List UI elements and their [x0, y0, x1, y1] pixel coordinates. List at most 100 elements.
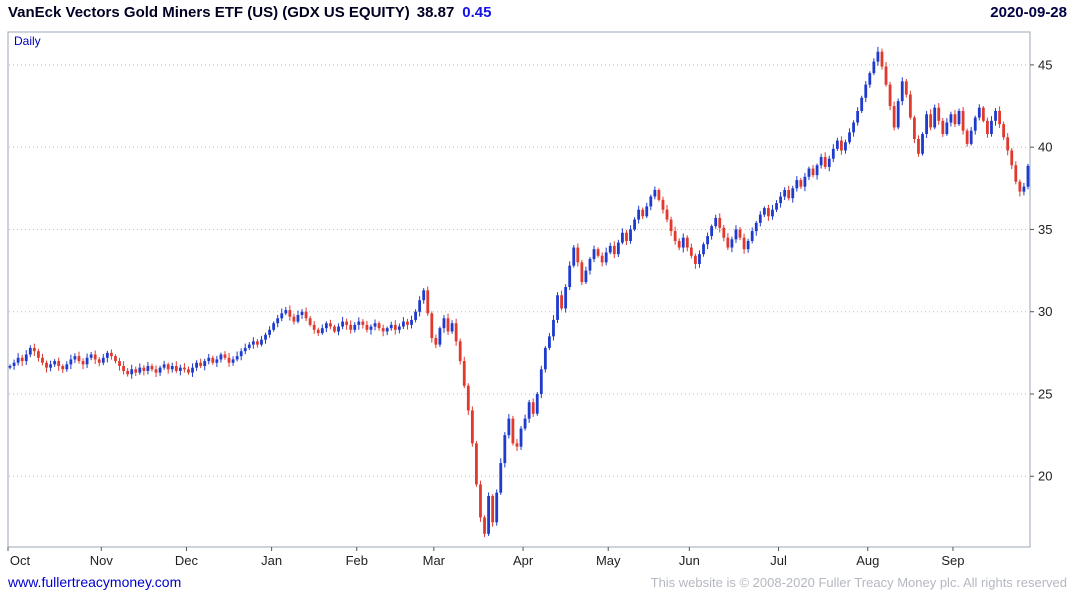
candle-body	[807, 168, 811, 177]
candle-body	[556, 295, 559, 320]
candle-body	[633, 219, 636, 230]
candle-body	[183, 367, 186, 370]
candle-body	[333, 326, 336, 332]
candle-body	[369, 326, 373, 330]
candle-body	[101, 357, 105, 363]
candle-body	[85, 357, 89, 365]
candle-body	[247, 344, 251, 348]
candle-body	[97, 359, 101, 363]
candle-body	[199, 362, 203, 367]
candle-body	[422, 290, 426, 301]
candle-body	[166, 364, 170, 370]
x-month-label: Aug	[856, 553, 879, 568]
candle-body	[239, 351, 243, 357]
candle-body	[122, 366, 125, 371]
candle-body	[69, 359, 73, 365]
candle-body	[600, 255, 604, 263]
candle-body	[872, 61, 876, 74]
candle-body	[223, 354, 227, 358]
candle-body	[852, 122, 855, 133]
candle-body	[848, 132, 851, 143]
candle-body	[961, 110, 965, 131]
candle-body	[272, 323, 276, 330]
candle-body	[576, 247, 580, 263]
candle-body	[742, 237, 746, 250]
candle-body	[487, 495, 490, 534]
candle-body	[353, 324, 357, 330]
candle-body	[24, 354, 28, 362]
candle-body	[349, 324, 353, 330]
candle-body	[998, 110, 1001, 125]
candle-body	[130, 369, 134, 375]
candle-body	[913, 117, 916, 139]
candle-body	[771, 209, 774, 217]
price-chart: 20 25 30 35 40 45 Oct Nov Dec Jan Feb Mar Apr May Jun J…	[0, 28, 1075, 573]
candle-body	[941, 120, 945, 135]
candle-body	[114, 356, 117, 362]
candle-body	[154, 369, 158, 373]
candle-body	[965, 130, 969, 144]
candle-body	[539, 369, 543, 394]
candle-body	[77, 356, 81, 362]
y-tick-label: 35	[1038, 222, 1052, 237]
candle-body	[450, 323, 454, 332]
candle-body	[385, 328, 389, 332]
candle-body	[986, 120, 989, 135]
candle-body	[921, 134, 924, 154]
candle-body	[479, 484, 482, 518]
candle-body	[406, 321, 409, 325]
candle-body	[657, 189, 661, 200]
candle-body	[726, 237, 730, 248]
candle-body	[973, 117, 977, 131]
candle-body	[28, 347, 32, 355]
candle-body	[673, 231, 677, 241]
candle-body	[815, 165, 819, 176]
candle-body	[466, 385, 470, 411]
candle-body	[211, 357, 215, 363]
candle-body	[762, 208, 766, 215]
x-month-label: Jul	[770, 553, 787, 568]
candle-body	[312, 324, 316, 330]
candle-body	[434, 338, 438, 345]
candle-body	[823, 157, 827, 167]
candle-body	[373, 323, 377, 327]
candle-body	[57, 361, 61, 367]
candle-body	[827, 158, 831, 167]
candle-body	[588, 259, 592, 271]
candle-body	[1010, 150, 1014, 166]
candle-body	[284, 310, 288, 314]
x-month-label: Oct	[10, 553, 31, 568]
candle-body	[908, 94, 912, 118]
candle-body	[49, 364, 52, 368]
candle-body	[1002, 124, 1006, 138]
candle-body	[608, 245, 612, 253]
candle-body	[819, 157, 823, 166]
candle-body	[341, 321, 344, 327]
y-tick-label: 30	[1038, 304, 1052, 319]
candlestick-chart-svg: 20 25 30 35 40 45 Oct Nov Dec Jan Feb Mar Apr May Jun J…	[7, 31, 1052, 568]
candle-body	[791, 188, 795, 199]
site-link[interactable]: www.fullertreacymoney.com	[8, 574, 182, 590]
candle-body	[702, 244, 705, 255]
candle-body	[625, 232, 628, 241]
candle-body	[296, 315, 300, 322]
candle-body	[418, 300, 422, 312]
candle-body	[868, 73, 872, 85]
candle-body	[324, 323, 328, 329]
candle-body	[118, 361, 121, 367]
candle-body	[880, 51, 884, 67]
candle-body	[150, 366, 154, 370]
x-month-label: May	[596, 553, 621, 568]
candle-body	[933, 107, 937, 128]
candle-body	[397, 326, 401, 330]
candle-body	[503, 435, 507, 464]
candle-body	[61, 366, 65, 370]
candle-body	[162, 364, 166, 368]
candle-body	[917, 138, 920, 154]
candle-body	[722, 227, 726, 238]
candle-body	[758, 214, 762, 223]
x-month-label: Feb	[346, 553, 368, 568]
plot-border	[7, 31, 1031, 548]
candle-body	[268, 329, 271, 335]
